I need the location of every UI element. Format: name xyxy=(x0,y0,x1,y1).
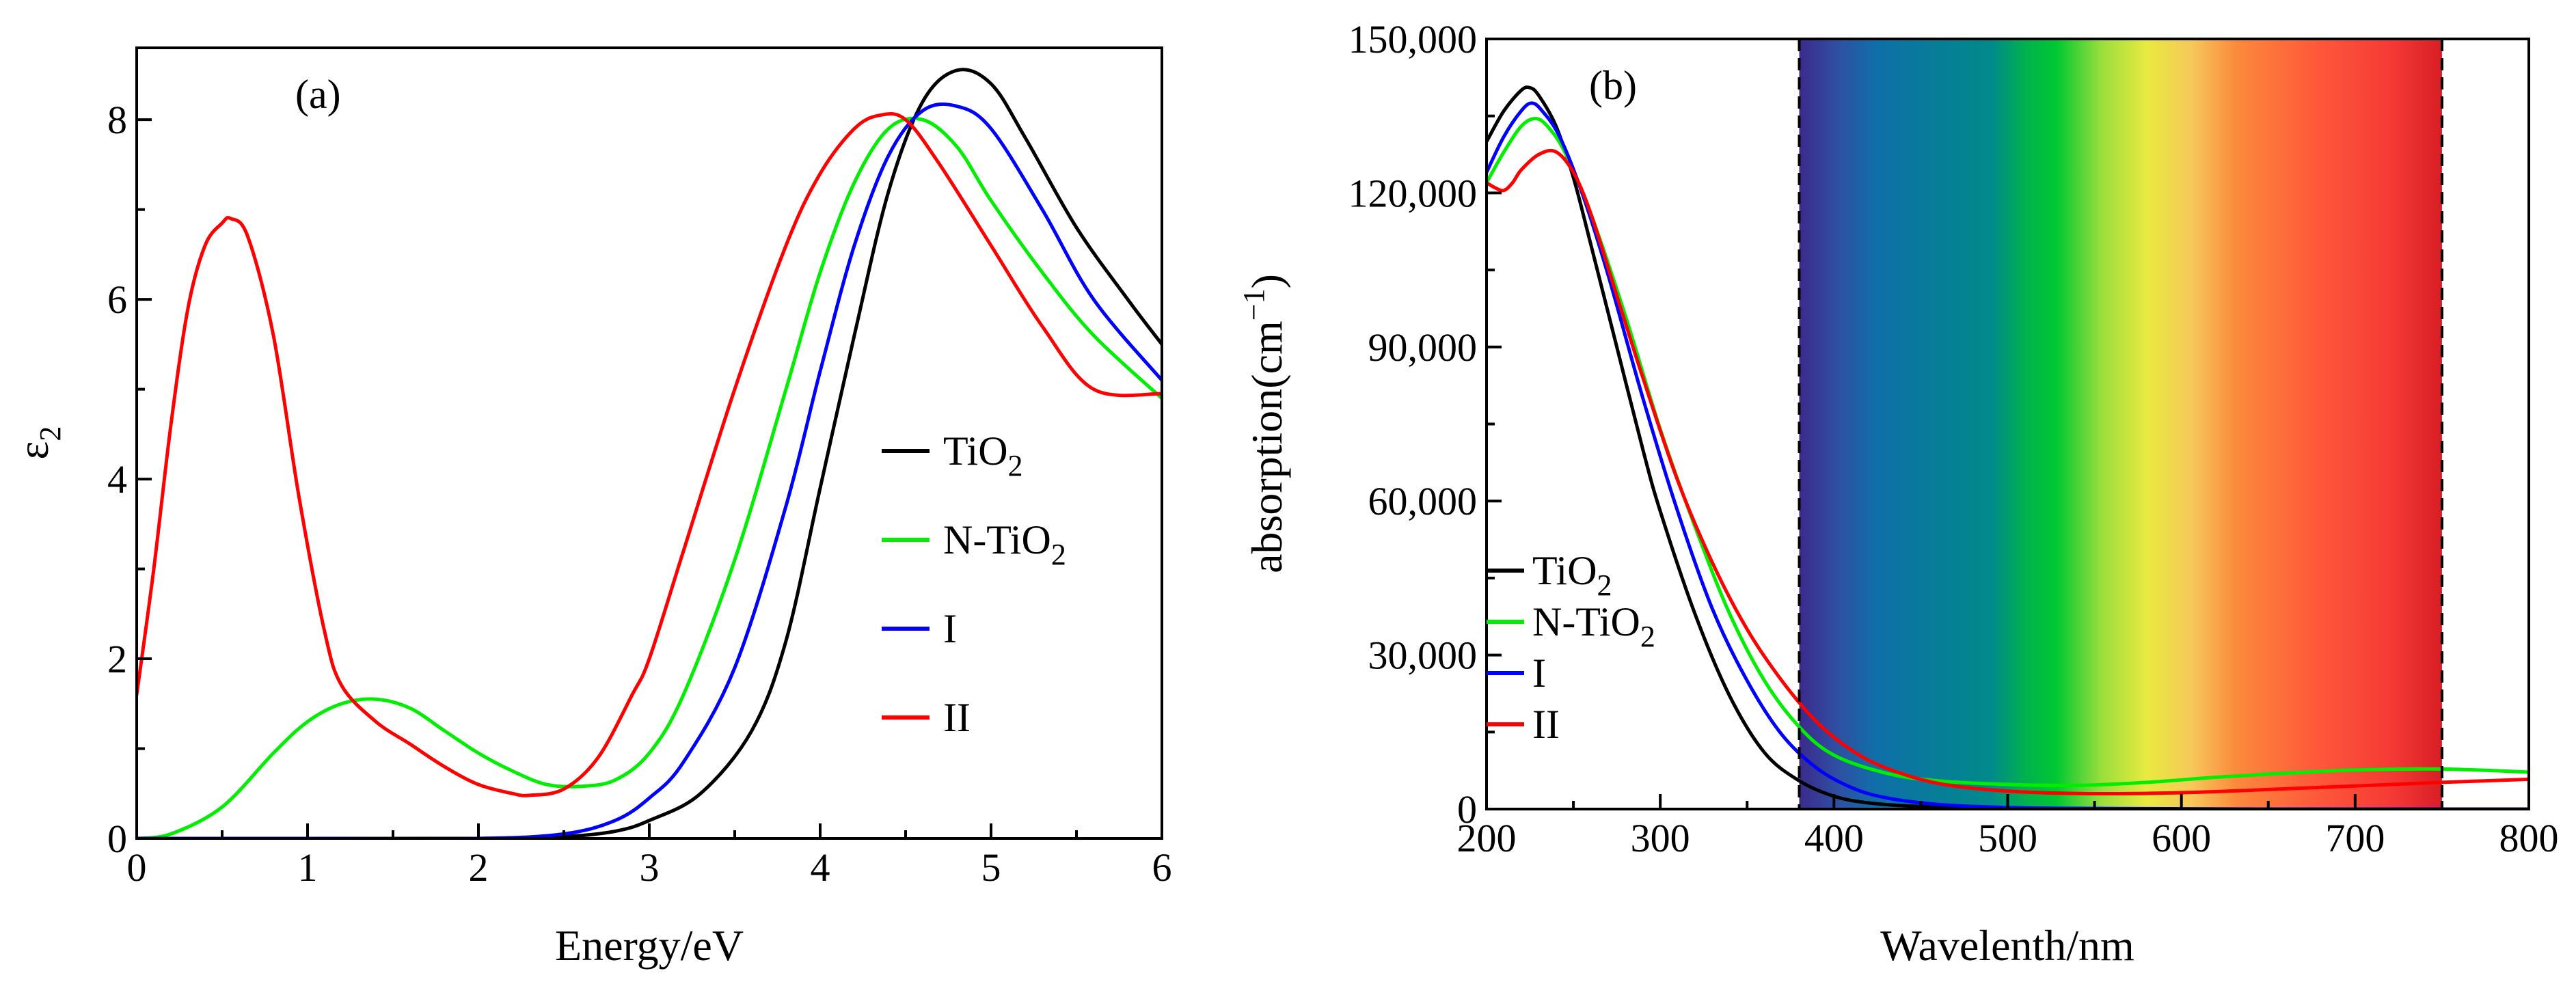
panel-b-x-axis-title: Wavelenth/nm xyxy=(1880,921,2134,970)
panel-a-x-tick-label: 0 xyxy=(127,845,147,890)
panel-a-x-tick-label: 2 xyxy=(469,845,489,890)
panel-a-y-tick-label: 6 xyxy=(107,277,127,322)
panel-b-x-ticks: 200 300 400 500 600 700 800 xyxy=(1457,794,2559,860)
panel-b-legend-label-ii: II xyxy=(1532,702,1560,747)
panel-a-legend-label-n-tio2: N-TiO2 xyxy=(943,517,1066,571)
panel-b-legend-label-tio2: TiO2 xyxy=(1532,548,1612,602)
panel-b-y-axis-title: absorption(cm−1) xyxy=(1237,274,1291,573)
panel-b-series-n-tio2 xyxy=(1487,117,2529,788)
panel-a-y-axis-title: ε2 xyxy=(9,426,67,460)
panel-a-x-tick-label: 5 xyxy=(981,845,1001,890)
svg-text:ε2: ε2 xyxy=(9,426,67,460)
panel-b-y-tick-label: 120,000 xyxy=(1348,171,1478,215)
panel-b-x-tick-label: 500 xyxy=(1978,816,2037,860)
panel-b-x-tick-label: 800 xyxy=(2499,816,2559,860)
panel-a-y-axis-title-main: ε xyxy=(9,441,57,460)
panel-b-y-tick-label: 60,000 xyxy=(1368,479,1478,523)
panel-b-x-tick-label: 700 xyxy=(2325,816,2385,860)
svg-text:absorption(cm−1): absorption(cm−1) xyxy=(1237,274,1291,573)
panel-a-x-tick-label: 3 xyxy=(640,845,660,890)
panel-a-label: (a) xyxy=(295,72,341,117)
panel-a-x-tick-label: 4 xyxy=(811,845,830,890)
panel-a-x-tick-label: 1 xyxy=(298,845,318,890)
panel-a-y-tick-label: 2 xyxy=(107,637,127,681)
panel-b-y-tick-label: 30,000 xyxy=(1368,633,1478,678)
panel-a-x-ticks: 0 1 2 3 4 5 6 xyxy=(127,823,1172,890)
panel-a-x-tick-label: 6 xyxy=(1152,845,1172,890)
panel-b-label: (b) xyxy=(1589,63,1637,108)
panel-b-y-ticks: 0 30,000 60,000 90,000 120,000 150,000 xyxy=(1348,17,1502,832)
panel-b-y-axis-title-close: ) xyxy=(1243,274,1291,288)
panel-a-y-tick-label: 4 xyxy=(107,457,127,502)
panel-a-y-ticks: 0 2 4 6 8 xyxy=(107,98,152,861)
panel-b-y-tick-label: 150,000 xyxy=(1348,17,1478,62)
panel-a-legend-label-i: I xyxy=(943,606,957,651)
panel-b-y-tick-label: 0 xyxy=(1457,787,1477,832)
visible-spectrum-band xyxy=(1799,39,2442,809)
panel-b-legend-label-n-tio2: N-TiO2 xyxy=(1532,599,1655,653)
panel-b-y-axis-title-main: absorption(cm xyxy=(1243,320,1291,573)
panel-b-x-tick-label: 600 xyxy=(2152,816,2211,860)
chart-panel-b: 200 300 400 500 600 700 800 0 30,000 60,000 90,00… xyxy=(1237,17,2559,970)
panel-b-x-tick-label: 300 xyxy=(1631,816,1690,860)
panel-a-legend-label-tio2: TiO2 xyxy=(943,428,1023,482)
panel-b-x-tick-label: 400 xyxy=(1804,816,1864,860)
panel-b-x-tick-label: 200 xyxy=(1457,816,1517,860)
panel-a-legend-label-ii: II xyxy=(943,695,971,740)
panel-b-y-axis-title-sup: −1 xyxy=(1237,288,1271,320)
panel-b-y-tick-label: 90,000 xyxy=(1368,325,1478,370)
panel-a-series-ii xyxy=(137,112,1162,797)
panel-a-y-axis-title-sub: 2 xyxy=(33,426,67,441)
panel-b-legend-label-i: I xyxy=(1532,651,1546,696)
panel-a-y-tick-label: 8 xyxy=(107,98,127,142)
panel-a-series-n-tio2 xyxy=(137,116,1162,838)
panel-a-x-axis-title: Energy/eV xyxy=(555,921,744,970)
panel-b-series-ii xyxy=(1487,148,2529,796)
panel-a-y-tick-label: 0 xyxy=(107,817,127,861)
